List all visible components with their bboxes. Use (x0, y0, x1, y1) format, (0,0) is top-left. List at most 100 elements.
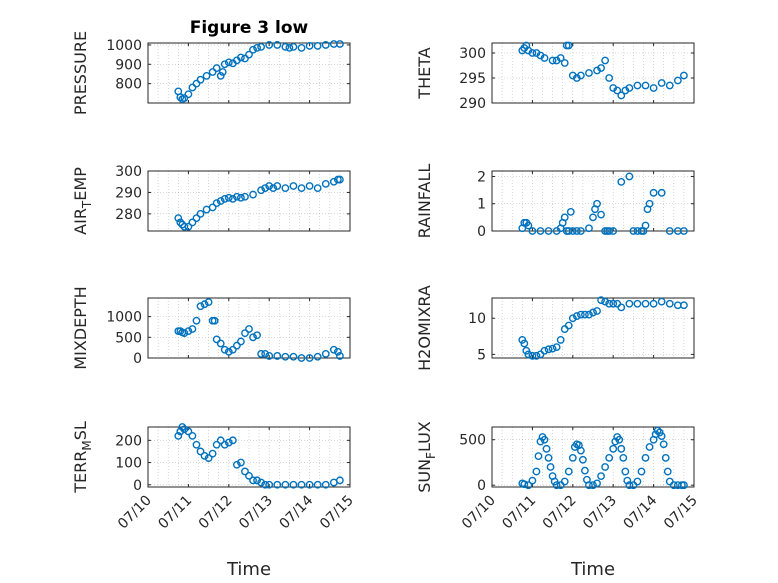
data-point (605, 227, 614, 235)
data-point (605, 74, 614, 82)
data-point (617, 444, 626, 453)
data-point (548, 344, 557, 353)
data-point (174, 431, 183, 440)
data-point (313, 184, 322, 193)
data-point (184, 222, 193, 231)
grid (491, 43, 695, 104)
data-point (249, 476, 257, 485)
data-point (329, 345, 338, 354)
data-point (564, 467, 573, 476)
data-point (313, 352, 322, 361)
data-point (593, 307, 601, 315)
data-point (566, 208, 575, 216)
data-point (297, 184, 306, 193)
data-point (601, 463, 610, 471)
data-series (518, 296, 688, 360)
data-point (576, 71, 585, 80)
data-point (665, 299, 674, 308)
data-point (657, 79, 666, 87)
data-point (621, 467, 630, 476)
data-point (224, 193, 233, 202)
data-point (669, 481, 678, 490)
data-point (273, 182, 282, 190)
data-point (659, 440, 668, 449)
data-point (625, 172, 634, 181)
data-point (593, 479, 601, 488)
data-point (335, 40, 344, 48)
data-point (241, 192, 249, 201)
data-point (536, 437, 545, 446)
data-point (680, 227, 688, 235)
data-point (619, 454, 628, 462)
data-point (257, 478, 266, 487)
x-axis-label: Time (570, 559, 615, 580)
axes-box (491, 426, 695, 488)
data-point (253, 331, 261, 340)
data-point (576, 227, 585, 235)
data-series (518, 41, 688, 100)
data-point (188, 431, 197, 440)
data-point (645, 443, 654, 451)
data-series (174, 298, 344, 362)
y-tick-label: 1 (477, 197, 486, 213)
data-point (265, 352, 274, 360)
data-point (237, 337, 245, 346)
data-point (581, 310, 589, 319)
data-point (224, 58, 233, 67)
subplot-1: 800 900 1000 PRESSURE Figure 3 low (71, 18, 351, 115)
data-point (633, 81, 642, 90)
data-point (560, 59, 569, 67)
data-point (210, 316, 219, 325)
data-point (585, 310, 593, 319)
data-point (204, 298, 213, 307)
data-point (333, 347, 342, 356)
data-point (576, 446, 585, 455)
data-point (615, 435, 624, 444)
data-point (241, 54, 249, 63)
axes-box (147, 426, 351, 488)
data-point (609, 299, 618, 308)
data-point (188, 83, 197, 92)
data-point (589, 481, 597, 490)
axes-box (147, 297, 351, 359)
data-point (645, 199, 654, 208)
grid (147, 43, 351, 103)
grid (491, 298, 695, 358)
axes-box (491, 42, 695, 104)
data-point (196, 75, 205, 84)
data-point (281, 42, 290, 51)
data-point (564, 227, 573, 235)
data-point (673, 76, 682, 85)
data-point (281, 480, 290, 489)
chart-title: Figure 3 low (190, 18, 309, 38)
y-tick-label: 0 (133, 478, 142, 494)
data-point (576, 310, 585, 319)
x-axis-label: Time (226, 559, 271, 580)
data-point (257, 42, 266, 51)
data-point (524, 350, 533, 359)
y-tick-label: 500 (459, 433, 486, 449)
data-point (552, 481, 561, 490)
data-point (532, 467, 541, 476)
data-point (629, 227, 638, 235)
data-point (232, 192, 241, 201)
data-point (192, 79, 201, 88)
data-point (617, 91, 626, 100)
data-point (597, 296, 605, 305)
data-point (657, 432, 666, 440)
data-point (568, 454, 577, 462)
data-point (335, 476, 344, 485)
data-point (188, 218, 197, 227)
data-point (544, 454, 553, 462)
data-point (617, 303, 626, 312)
data-point (265, 480, 274, 489)
data-point (560, 477, 569, 486)
data-point (623, 476, 632, 485)
data-point (228, 345, 237, 354)
y-axis-label: H2OMIXRA (415, 285, 434, 371)
data-point (192, 214, 201, 223)
y-tick-label: 5 (477, 347, 486, 363)
data-point (568, 314, 577, 323)
data-point (245, 471, 253, 480)
data-point (212, 440, 221, 449)
